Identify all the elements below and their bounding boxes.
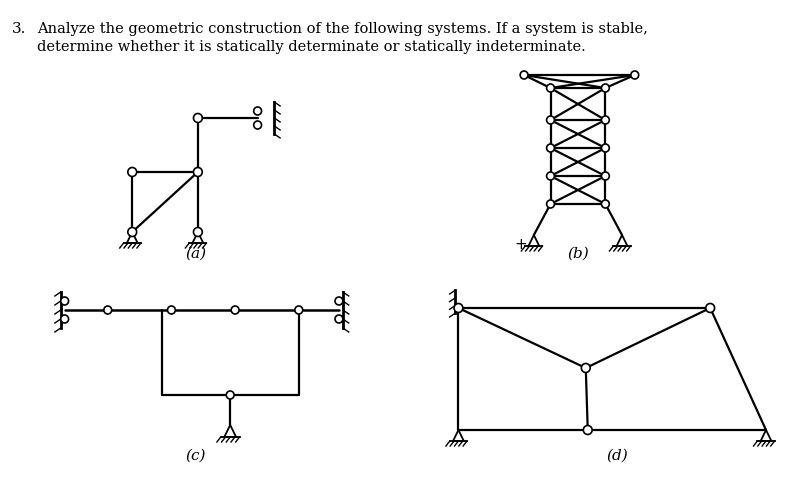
- Text: Analyze the geometric construction of the following systems. If a system is stab: Analyze the geometric construction of th…: [37, 22, 648, 36]
- Circle shape: [335, 315, 343, 323]
- Text: +: +: [514, 237, 527, 252]
- Circle shape: [254, 121, 262, 129]
- Circle shape: [104, 306, 112, 314]
- Circle shape: [520, 71, 528, 79]
- Circle shape: [254, 107, 262, 115]
- Circle shape: [335, 297, 343, 305]
- Circle shape: [581, 364, 590, 372]
- Circle shape: [60, 297, 68, 305]
- Circle shape: [193, 228, 202, 237]
- Circle shape: [584, 426, 592, 434]
- Circle shape: [295, 306, 303, 314]
- Circle shape: [547, 200, 555, 208]
- Circle shape: [706, 304, 715, 312]
- Circle shape: [454, 304, 463, 312]
- Text: 3.: 3.: [12, 22, 26, 36]
- Circle shape: [128, 168, 137, 177]
- Circle shape: [547, 172, 555, 180]
- Circle shape: [601, 116, 609, 124]
- Text: (b): (b): [567, 247, 588, 261]
- Circle shape: [193, 168, 202, 177]
- Circle shape: [193, 114, 202, 123]
- Circle shape: [226, 391, 234, 399]
- Circle shape: [60, 315, 68, 323]
- Circle shape: [231, 306, 239, 314]
- Circle shape: [547, 116, 555, 124]
- Text: (a): (a): [185, 247, 206, 261]
- Circle shape: [631, 71, 638, 79]
- Circle shape: [601, 172, 609, 180]
- Circle shape: [128, 228, 137, 237]
- Circle shape: [601, 200, 609, 208]
- Circle shape: [547, 144, 555, 152]
- Text: determine whether it is statically determinate or statically indeterminate.: determine whether it is statically deter…: [37, 40, 586, 54]
- Circle shape: [601, 84, 609, 92]
- Circle shape: [547, 84, 555, 92]
- Circle shape: [601, 144, 609, 152]
- Circle shape: [167, 306, 175, 314]
- Text: (d): (d): [606, 449, 628, 463]
- Text: (c): (c): [186, 449, 206, 463]
